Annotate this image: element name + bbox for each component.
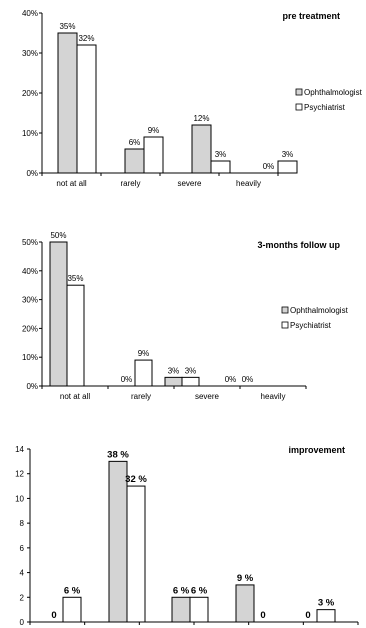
bar-series1 bbox=[125, 149, 144, 173]
y-tick-label: 6 bbox=[20, 544, 25, 553]
data-label: 3% bbox=[215, 150, 227, 159]
legend-swatch bbox=[282, 307, 288, 313]
bar-series2 bbox=[127, 486, 145, 622]
bar-series2 bbox=[63, 597, 81, 622]
legend-swatch bbox=[296, 104, 302, 110]
bar-series1 bbox=[165, 377, 182, 386]
bar-series1 bbox=[109, 461, 127, 622]
data-label: 3% bbox=[185, 366, 197, 375]
y-tick-label: 30% bbox=[22, 296, 38, 305]
legend-swatch bbox=[282, 322, 288, 328]
data-label: 35% bbox=[59, 22, 75, 31]
y-tick-label: 30% bbox=[22, 49, 38, 58]
bar-series1 bbox=[58, 33, 77, 173]
data-label: 32 % bbox=[125, 474, 147, 485]
bar-series2 bbox=[211, 161, 230, 173]
x-category-label: not at all bbox=[56, 179, 86, 188]
chart-1: 0% 10% 20% 30% 40% not at all rarely severe heav… bbox=[22, 9, 363, 188]
data-label: 3% bbox=[168, 366, 180, 375]
y-tick-label: 10 bbox=[15, 494, 24, 503]
chart-title: 3-months follow up bbox=[258, 240, 341, 250]
x-category-label: not at all bbox=[60, 392, 90, 401]
y-tick-label: 10% bbox=[22, 353, 38, 362]
chart-3: 0 2 4 6 8 10 12 14 0 38 % 6 % 9 % 0 6 % 32 % 6 % 0 3 % imp… bbox=[15, 445, 358, 627]
y-tick-label: 20% bbox=[22, 89, 38, 98]
y-tick-label: 40% bbox=[22, 267, 38, 276]
bar-series2 bbox=[317, 610, 335, 622]
data-label: 0% bbox=[225, 375, 237, 384]
x-category-label: severe bbox=[177, 179, 202, 188]
data-label: 6 % bbox=[173, 585, 190, 596]
data-label: 0 bbox=[260, 610, 265, 621]
bar-series1 bbox=[192, 125, 211, 173]
bar-series2 bbox=[278, 161, 297, 173]
data-label: 0% bbox=[242, 375, 254, 384]
data-label: 32% bbox=[78, 34, 94, 43]
y-tick-label: 14 bbox=[15, 445, 24, 454]
data-label: 38 % bbox=[107, 449, 129, 460]
data-label: 9% bbox=[148, 126, 160, 135]
legend-label: Psychiatrist bbox=[304, 103, 346, 112]
bar-series2 bbox=[144, 137, 163, 173]
data-label: 50% bbox=[50, 231, 66, 240]
bar-series2 bbox=[190, 597, 208, 622]
data-label: 9 % bbox=[237, 573, 254, 584]
x-category-label: heavily bbox=[236, 179, 261, 188]
bar-series2 bbox=[182, 377, 199, 386]
y-tick-label: 20% bbox=[22, 324, 38, 333]
data-label: 0% bbox=[121, 375, 133, 384]
data-label: 0% bbox=[263, 162, 275, 171]
y-tick-label: 40% bbox=[22, 9, 38, 18]
y-tick-label: 0% bbox=[26, 169, 38, 178]
x-category-label: rarely bbox=[120, 179, 140, 188]
bar-series2 bbox=[77, 45, 96, 173]
chart-title: pre treatment bbox=[282, 11, 340, 21]
data-label: 9% bbox=[138, 349, 150, 358]
legend-label: Ophthalmologist bbox=[304, 88, 363, 97]
y-tick-label: 4 bbox=[20, 569, 25, 578]
data-label: 6 % bbox=[64, 585, 81, 596]
x-category-label: severe bbox=[195, 392, 220, 401]
x-category-label: rarely bbox=[131, 392, 151, 401]
x-category-label: heavily bbox=[261, 392, 286, 401]
y-tick-label: 8 bbox=[20, 519, 25, 528]
bar-series2 bbox=[67, 285, 84, 386]
y-tick-label: 0% bbox=[26, 382, 38, 391]
y-tick-label: 0 bbox=[20, 618, 25, 627]
data-label: 35% bbox=[67, 274, 83, 283]
legend-label: Ophthalmologist bbox=[290, 306, 349, 315]
data-label: 3 % bbox=[318, 598, 335, 609]
data-label: 0 bbox=[51, 610, 56, 621]
legend-label: Psychiatrist bbox=[290, 321, 332, 330]
data-label: 6% bbox=[129, 138, 141, 147]
data-label: 0 bbox=[305, 610, 310, 621]
bar-series2 bbox=[135, 360, 152, 386]
data-label: 12% bbox=[193, 114, 209, 123]
bar-series1 bbox=[172, 597, 190, 622]
y-tick-label: 2 bbox=[20, 593, 25, 602]
y-tick-label: 10% bbox=[22, 129, 38, 138]
y-tick-label: 50% bbox=[22, 238, 38, 247]
bar-series1 bbox=[236, 585, 254, 622]
y-tick-label: 12 bbox=[15, 470, 24, 479]
chart-title: improvement bbox=[288, 445, 345, 455]
chart-2: 0% 10% 20% 30% 40% 50% not at all rarely severe h… bbox=[22, 231, 349, 401]
data-label: 6 % bbox=[191, 585, 208, 596]
data-label: 3% bbox=[282, 150, 294, 159]
bar-series1 bbox=[50, 242, 67, 386]
legend-swatch bbox=[296, 89, 302, 95]
